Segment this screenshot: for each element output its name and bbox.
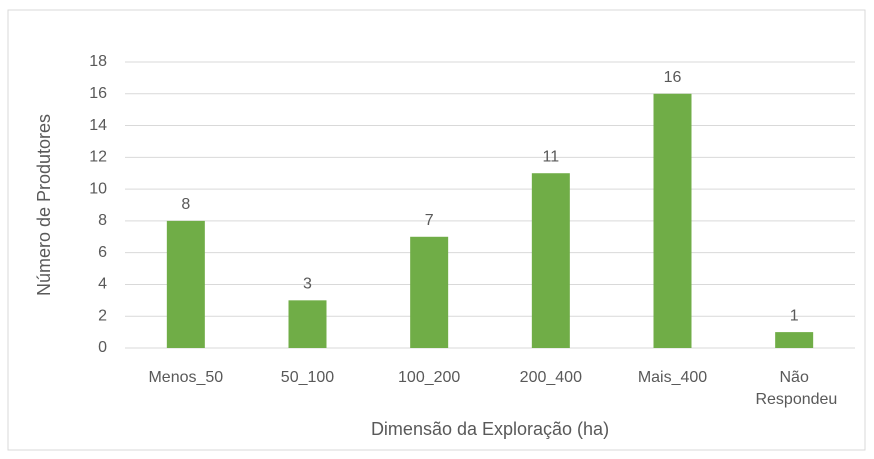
x-tick-label: 50_100	[281, 369, 334, 386]
y-tick-label: 6	[98, 244, 107, 261]
bar	[288, 300, 327, 348]
data-label: 16	[664, 69, 682, 86]
data-label: 8	[181, 196, 190, 213]
y-tick-label: 4	[98, 276, 107, 293]
data-label: 1	[790, 307, 799, 324]
data-label: 7	[425, 212, 434, 229]
y-tick-label: 2	[98, 307, 107, 324]
x-tick-label: 100_200	[398, 369, 460, 386]
y-tick-label: 16	[89, 85, 107, 102]
y-tick-label: 8	[98, 212, 107, 229]
bar	[166, 220, 205, 348]
x-tick-label: Menos_50	[148, 369, 223, 386]
y-tick-label: 10	[89, 180, 107, 197]
chart-border	[7, 9, 866, 451]
x-tick-label: 200_400	[520, 369, 582, 386]
y-tick-label: 18	[89, 53, 107, 70]
data-label: 11	[543, 148, 560, 165]
data-label: 3	[303, 276, 312, 293]
y-axis-label: Número de Produtores	[34, 114, 54, 296]
bar	[531, 173, 570, 348]
bar	[775, 332, 814, 348]
bar	[410, 236, 449, 348]
x-axis-label: Dimensão da Exploração (ha)	[371, 419, 609, 439]
y-tick-label: 0	[98, 339, 107, 356]
x-tick-label: Não Respondeu	[751, 369, 837, 408]
bar	[653, 93, 692, 349]
y-tick-label: 12	[89, 149, 107, 166]
x-tick-label: Mais_400	[638, 369, 707, 386]
y-tick-label: 14	[89, 117, 107, 134]
